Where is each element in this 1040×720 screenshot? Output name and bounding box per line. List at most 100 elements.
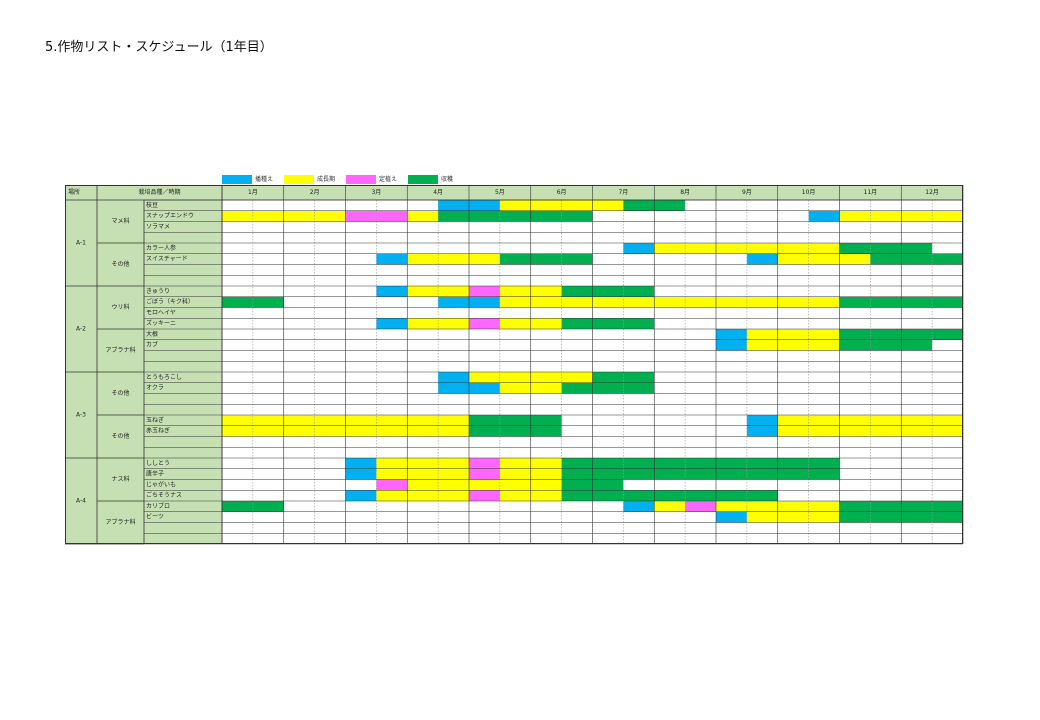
crop-label: 大根 bbox=[146, 330, 158, 338]
legend-swatch-harvest bbox=[408, 175, 438, 184]
schedule-bar-planting bbox=[469, 286, 500, 297]
crop-label: ズッキーニ bbox=[146, 319, 176, 327]
crop-label: 赤玉ねぎ bbox=[146, 427, 170, 435]
crop-label: スイスチャード bbox=[146, 256, 188, 263]
table-border bbox=[65, 185, 963, 544]
schedule-bar-harvest bbox=[561, 382, 655, 394]
schedule-bar-growing bbox=[407, 253, 500, 265]
crop-schedule-table: 場所 栽培品種／時期 1月 2月 3月 4月 5月 6月 7月 8月 9月 10月 11月 12月枝豆スナ… bbox=[65, 185, 964, 545]
schedule-bar-seeding bbox=[746, 415, 778, 426]
legend-swatch-planting bbox=[346, 175, 376, 184]
schedule-bar-harvest bbox=[839, 339, 933, 351]
crop-label: ししとう bbox=[146, 460, 170, 467]
schedule-bar-planting bbox=[469, 490, 500, 501]
group-label: その他 bbox=[111, 260, 129, 268]
schedule-bar-growing bbox=[746, 329, 840, 340]
schedule-bar-seeding bbox=[808, 210, 840, 222]
area-label: A-4 bbox=[76, 498, 86, 505]
crop-label: ソラマメ bbox=[146, 223, 170, 230]
schedule-bar-growing bbox=[777, 253, 871, 265]
crop-label: じゃがいも bbox=[146, 480, 176, 488]
header-area: 場所 bbox=[68, 188, 80, 196]
schedule-bar-seeding bbox=[438, 372, 469, 383]
schedule-bar-seeding bbox=[746, 425, 778, 437]
schedule-bar-growing bbox=[407, 210, 439, 222]
page-title: 5.作物リスト・スケジュール（1年目） bbox=[45, 40, 273, 55]
crop-label: 唐辛子 bbox=[146, 470, 164, 478]
schedule-bar-seeding bbox=[623, 243, 655, 254]
schedule-bar-growing bbox=[654, 501, 686, 512]
month-header: 6月 bbox=[557, 189, 567, 196]
crop-label: モロヘイヤ bbox=[146, 309, 176, 316]
schedule-bar-seeding bbox=[345, 458, 377, 469]
schedule-bar-growing bbox=[376, 490, 469, 501]
crop-label: 枝豆 bbox=[146, 201, 158, 209]
schedule-bar-harvest bbox=[469, 415, 562, 426]
month-header: 9月 bbox=[742, 189, 752, 196]
crop-label: カブ bbox=[146, 341, 158, 349]
schedule-bar-planting bbox=[469, 468, 500, 480]
schedule-bar-harvest bbox=[469, 425, 562, 437]
schedule-bar-harvest bbox=[438, 210, 593, 222]
legend-swatch-seeding bbox=[222, 175, 252, 184]
month-header: 7月 bbox=[618, 189, 628, 196]
crop-label: ごぼう（キク科） bbox=[146, 298, 194, 306]
group-label: その他 bbox=[111, 389, 129, 397]
schedule-bar-growing bbox=[407, 479, 562, 491]
schedule-bar-planting bbox=[469, 458, 500, 469]
schedule-bar-harvest bbox=[839, 243, 933, 254]
schedule-bar-growing bbox=[499, 296, 840, 308]
legend-label-seeding: 播種え bbox=[255, 176, 274, 183]
schedule-bar-seeding bbox=[376, 318, 408, 329]
schedule-bar-seeding bbox=[716, 339, 747, 351]
crop-label: カラー人参 bbox=[146, 244, 176, 252]
schedule-bar-growing bbox=[376, 468, 469, 480]
schedule-bar-seeding bbox=[345, 490, 377, 501]
crop-label: スナップエンドウ bbox=[146, 212, 194, 220]
crop-label: ごちそうナス bbox=[146, 491, 182, 499]
month-header: 3月 bbox=[371, 189, 381, 196]
schedule-bar-growing bbox=[746, 339, 840, 351]
month-header: 1月 bbox=[248, 189, 258, 196]
schedule-bar-seeding bbox=[716, 511, 747, 523]
legend-label-growing: 成長期 bbox=[317, 176, 336, 183]
month-header: 5月 bbox=[495, 189, 505, 196]
schedule-bar-harvest bbox=[561, 286, 655, 297]
crop-label: きゅうり bbox=[146, 288, 170, 295]
legend-swatch-growing bbox=[284, 175, 314, 184]
group-label: アブラナ科 bbox=[105, 346, 135, 354]
group-label: ナス科 bbox=[111, 475, 129, 483]
schedule-bar-planting bbox=[685, 501, 716, 512]
group-label: ウリ科 bbox=[111, 303, 129, 311]
month-header: 2月 bbox=[310, 189, 320, 196]
schedule-bar-seeding bbox=[345, 468, 377, 480]
schedule-bar-seeding bbox=[376, 286, 408, 297]
area-label: A-1 bbox=[76, 240, 86, 247]
group-label: アブラナ科 bbox=[105, 518, 135, 526]
area-label: A-2 bbox=[76, 326, 86, 333]
month-header: 11月 bbox=[864, 189, 878, 196]
schedule-bar-harvest bbox=[561, 318, 655, 329]
crop-label: 玉ねぎ bbox=[146, 416, 164, 424]
legend-label-planting: 定植え bbox=[379, 176, 398, 183]
area-label: A-3 bbox=[76, 412, 86, 419]
schedule-bar-harvest bbox=[561, 458, 840, 469]
header-category: 栽培品種／時期 bbox=[138, 188, 180, 196]
schedule-bar-planting bbox=[376, 479, 408, 491]
schedule-bar-seeding bbox=[716, 329, 747, 340]
month-header: 8月 bbox=[680, 189, 690, 196]
schedule-bar-harvest bbox=[499, 253, 593, 265]
table-header-row bbox=[65, 185, 963, 200]
month-header: 4月 bbox=[433, 189, 443, 196]
schedule-bar-harvest bbox=[561, 468, 840, 480]
schedule-bar-seeding bbox=[376, 253, 408, 265]
schedule-bar-growing bbox=[499, 200, 624, 211]
crop-label: オクラ bbox=[146, 385, 164, 392]
crop-label: ビーツ bbox=[146, 513, 164, 521]
group-label: その他 bbox=[111, 432, 129, 440]
crop-label: とうもろこし bbox=[146, 374, 182, 381]
crop-label: カリブロ bbox=[146, 502, 170, 510]
schedule-bar-seeding bbox=[746, 253, 778, 265]
legend-label-harvest: 収穫 bbox=[441, 176, 454, 183]
month-header: 12月 bbox=[925, 189, 939, 196]
